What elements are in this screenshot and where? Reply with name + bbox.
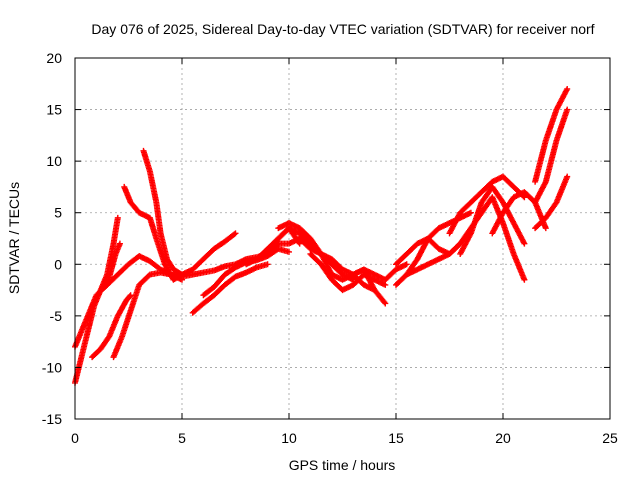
series-arc-23 — [489, 189, 549, 237]
chart-title: Day 076 of 2025, Sidereal Day-to-day VTE… — [91, 21, 594, 37]
y-tick-label: 5 — [54, 205, 62, 221]
series-arc-26 — [532, 85, 571, 185]
x-tick-label: 0 — [71, 430, 79, 446]
data-point — [521, 194, 528, 201]
x-tick-label: 15 — [388, 430, 404, 446]
data-points — [72, 85, 571, 386]
data-point — [521, 276, 528, 283]
data-point — [114, 214, 121, 221]
data-point — [232, 230, 239, 237]
series-arc-3 — [89, 292, 134, 361]
data-point — [564, 85, 571, 92]
y-tick-label: 0 — [54, 256, 62, 272]
data-point — [382, 300, 389, 307]
x-tick-label: 10 — [281, 430, 297, 446]
y-tick-label: -10 — [42, 359, 62, 375]
series-arc-22 — [478, 194, 528, 283]
data-point — [467, 209, 474, 216]
data-point — [542, 225, 549, 232]
data-point — [381, 299, 388, 306]
series-arc-4 — [110, 269, 185, 361]
y-tick-label: -5 — [50, 308, 63, 324]
x-tick-label: 25 — [602, 430, 618, 446]
x-axis-label: GPS time / hours — [289, 457, 396, 473]
data-point — [564, 173, 571, 180]
data-point — [521, 240, 528, 247]
x-tick-label: 20 — [495, 430, 511, 446]
series-arc-2 — [72, 240, 123, 350]
data-point — [286, 248, 292, 255]
data-point — [382, 281, 389, 288]
data-point — [127, 292, 134, 299]
y-axis-label: SDTVAR / TECUs — [6, 182, 22, 294]
series-arc-16 — [350, 261, 410, 283]
data-point — [126, 293, 133, 300]
series-arc-21 — [457, 183, 528, 257]
series-arc-5 — [104, 253, 185, 288]
axis-ticks: 0 5 10 15 20 25 -15 -10 -5 0 5 10 15 20 — [42, 50, 618, 446]
plot-frame — [74, 57, 611, 420]
series-arc-15 — [307, 250, 389, 294]
x-tick-label: 5 — [178, 430, 186, 446]
data-point — [456, 241, 463, 248]
y-tick-label: 10 — [46, 153, 62, 169]
series-arc-12 — [243, 225, 357, 283]
data-point — [116, 240, 123, 247]
series-arc-25 — [532, 106, 571, 206]
series-arc-9 — [189, 261, 271, 316]
data-point — [231, 231, 238, 238]
y-tick-label: 15 — [46, 102, 62, 118]
series-arc-7 — [140, 147, 185, 278]
series-arc-19 — [403, 240, 464, 278]
y-tick-label: 20 — [46, 50, 62, 66]
y-tick-label: -15 — [42, 411, 62, 427]
data-point — [403, 261, 410, 268]
data-point — [296, 240, 303, 247]
data-point — [350, 276, 357, 283]
data-point — [564, 106, 571, 113]
series-arc-24 — [532, 173, 571, 232]
data-point — [264, 261, 271, 268]
